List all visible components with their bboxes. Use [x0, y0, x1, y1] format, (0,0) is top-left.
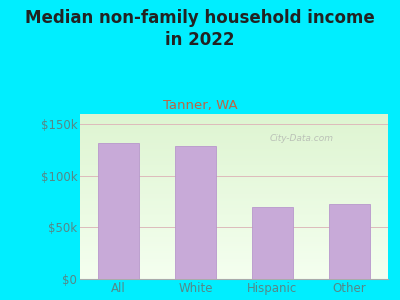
Bar: [252, 207, 292, 279]
Text: Tanner, WA: Tanner, WA: [163, 99, 237, 112]
Bar: [330, 204, 370, 279]
Text: Median non-family household income
in 2022: Median non-family household income in 20…: [25, 9, 375, 49]
Bar: [98, 143, 138, 279]
Text: City-Data.com: City-Data.com: [270, 134, 334, 143]
Bar: [176, 146, 216, 279]
